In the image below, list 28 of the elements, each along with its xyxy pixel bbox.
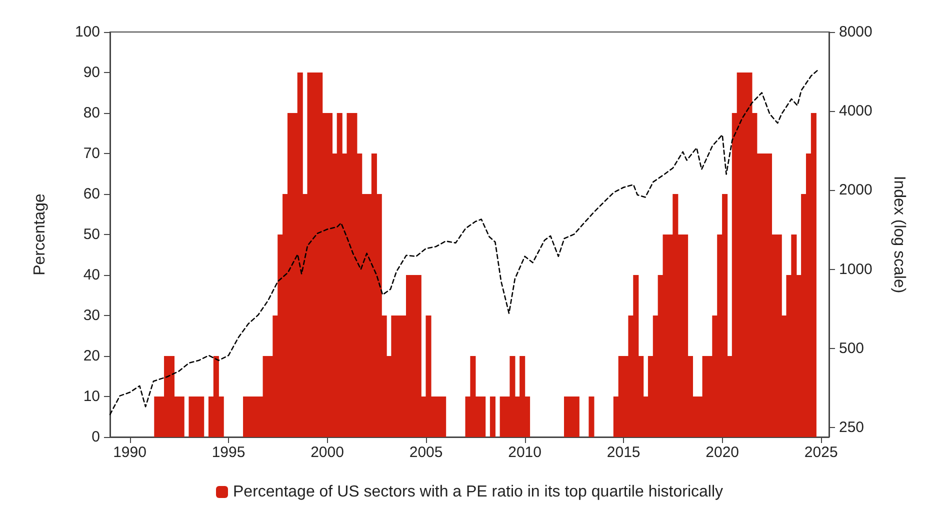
y-tick-label: 70: [83, 145, 100, 162]
x-tick-label: 1995: [212, 444, 246, 461]
y-tick-label: 80: [83, 104, 100, 122]
x-tick-label: 1990: [113, 444, 146, 461]
x-tick-label: 2005: [409, 444, 443, 461]
y2-tick-label: 8000: [839, 24, 872, 40]
y-axis-title: Percentage: [32, 193, 48, 276]
legend-label: Percentage of US sectors with a PE ratio in its top quartile historically: [233, 484, 723, 500]
y2-tick-label: 500: [839, 340, 864, 357]
y2-tick-label: 4000: [839, 102, 872, 120]
x-tick-label: 2010: [508, 444, 542, 461]
y-tick-label: 40: [83, 266, 100, 284]
y2-axis-title: Index (log scale): [890, 176, 908, 294]
y-tick-label: 20: [83, 348, 100, 364]
x-tick-label: 2015: [606, 444, 640, 461]
y2-tick-label: 1000: [839, 260, 872, 278]
y-tick-label: 30: [83, 307, 100, 324]
y-tick-label: 60: [83, 186, 100, 202]
y-tick-label: 50: [83, 226, 100, 243]
x-tick-label: 2020: [706, 444, 740, 461]
x-tick-label: 2025: [804, 444, 838, 461]
y-tick-label: 10: [83, 388, 100, 405]
x-tick-label: 2000: [310, 444, 344, 461]
y2-tick-label: 250: [839, 418, 864, 436]
y-tick-label: 90: [83, 64, 100, 81]
y-tick-label: 100: [74, 24, 100, 40]
y-tick-label: 0: [92, 428, 100, 446]
y2-tick-label: 2000: [839, 182, 872, 199]
